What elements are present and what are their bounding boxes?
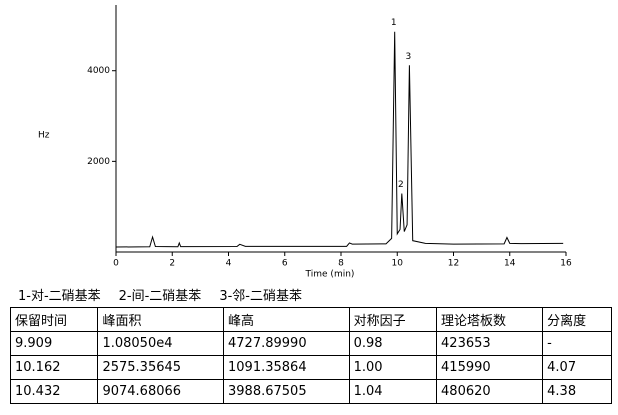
- peak-label: 3: [406, 52, 412, 62]
- table-row: 保留时间 峰面积 峰高 对称因子 理论塔板数 分离度: [9, 307, 612, 332]
- table-cell: 对称因子: [348, 307, 438, 332]
- peak-label: 2: [398, 180, 404, 190]
- y-tick-label: 2000: [87, 157, 110, 167]
- table-cell: -: [542, 331, 612, 356]
- x-tick-label: 4: [226, 259, 232, 269]
- x-tick-label: 12: [448, 259, 459, 269]
- table-cell: 480620: [436, 379, 544, 404]
- table-cell: 3988.67505: [223, 379, 350, 404]
- legend-item: 1-对-二硝基苯: [18, 289, 101, 304]
- trace: [115, 31, 564, 248]
- table-row: 9.909 1.08050e4 4727.89990 0.98 423653-: [9, 331, 612, 356]
- table-cell: 分离度: [542, 307, 612, 332]
- table-cell: 峰高: [223, 307, 350, 332]
- table-cell: 理论塔板数: [436, 307, 544, 332]
- legend: 1-对-二硝基苯 2-间-二硝基苯 3-邻-二硝基苯: [18, 285, 302, 304]
- x-tick-label: 8: [338, 259, 344, 269]
- table-cell: 2575.35645: [97, 355, 225, 380]
- legend-item: 3-邻-二硝基苯: [219, 289, 302, 304]
- peak-label: 1: [391, 18, 397, 28]
- table-cell: 4.07: [542, 355, 612, 380]
- table-cell: 0.98: [348, 331, 438, 356]
- table-cell: 峰面积: [97, 307, 225, 332]
- table-cell: 415990: [436, 355, 544, 380]
- table-cell: 保留时间: [9, 307, 99, 332]
- results-table: 保留时间 峰面积 峰高 对称因子 理论塔板数 分离度 9.909 1.08050e4 4727.…: [9, 307, 612, 404]
- table-cell: 10.432: [9, 379, 99, 404]
- table-cell: 10.162: [9, 355, 99, 380]
- y-tick-label: 4000: [87, 66, 110, 76]
- x-tick-label: 6: [282, 259, 288, 269]
- table-row: 10.432 9074.68066 3988.67505 1.04 480620 4.38: [9, 379, 612, 404]
- table-cell: 4.38: [542, 379, 612, 404]
- x-tick-label: 2: [169, 259, 175, 269]
- y-axis-label: Hz: [38, 131, 50, 141]
- x-tick-label: 14: [504, 259, 516, 269]
- x-tick-label: 0: [113, 259, 119, 269]
- table-cell: 1.00: [348, 355, 438, 380]
- table-cell: 4727.89990: [223, 331, 350, 356]
- table-row: 10.162 2575.35645 1091.35864 1.00 415990 4.07: [9, 355, 612, 380]
- table-cell: 1091.35864: [223, 355, 350, 380]
- x-tick-label: 10: [392, 259, 404, 269]
- table-cell: 1.08050e4: [97, 331, 225, 356]
- table-cell: 1.04: [348, 379, 438, 404]
- table-cell: 9074.68066: [97, 379, 225, 404]
- table-cell: 9.909: [9, 331, 99, 356]
- legend-item: 2-间-二硝基苯: [118, 289, 202, 304]
- table-cell: 423653: [436, 331, 544, 356]
- x-tick-label: 16: [560, 259, 572, 269]
- x-axis-label: Time (min): [305, 270, 355, 280]
